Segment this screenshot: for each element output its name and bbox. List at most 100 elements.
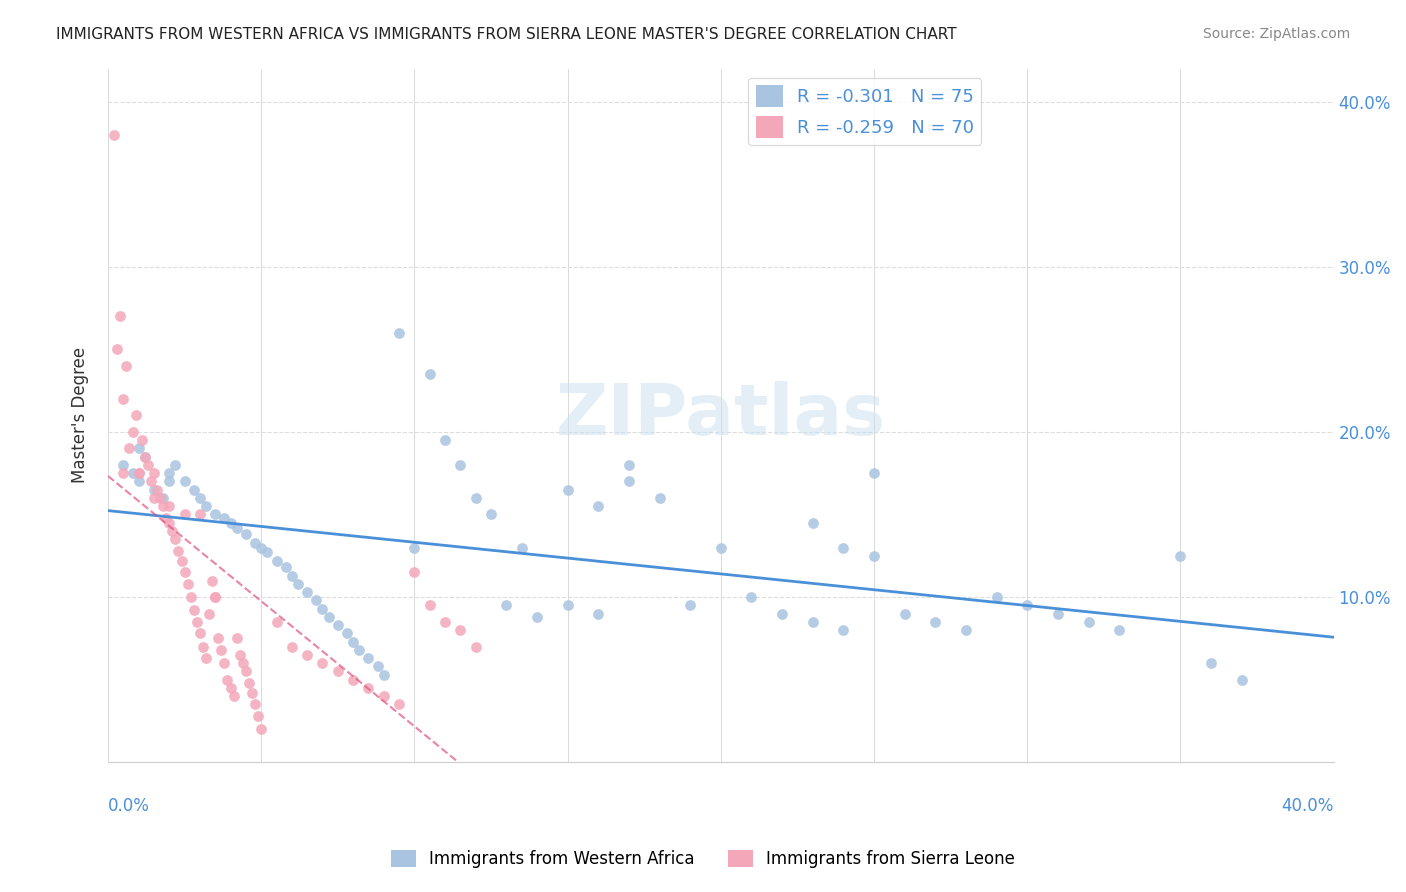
Point	[388, 698, 411, 712]
Point	[256, 545, 278, 559]
Point	[167, 543, 190, 558]
Point	[152, 500, 174, 514]
Point	[863, 549, 886, 563]
Point	[311, 656, 333, 670]
Point	[419, 599, 441, 613]
Point	[250, 541, 273, 555]
Point	[449, 623, 471, 637]
Point	[191, 640, 214, 654]
Point	[367, 659, 389, 673]
Point	[214, 510, 236, 524]
Point	[1046, 607, 1069, 621]
Point	[243, 698, 266, 712]
Point	[152, 491, 174, 505]
Text: 40.0%: 40.0%	[1281, 797, 1334, 815]
Point	[1170, 549, 1192, 563]
Point	[214, 656, 236, 670]
Point	[112, 458, 135, 472]
Point	[229, 648, 252, 662]
Point	[225, 521, 247, 535]
Point	[617, 458, 640, 472]
Point	[235, 527, 257, 541]
Point	[105, 343, 128, 357]
Point	[801, 615, 824, 629]
Point	[198, 607, 221, 621]
Point	[173, 508, 195, 522]
Point	[204, 590, 226, 604]
Point	[326, 665, 349, 679]
Point	[165, 458, 187, 472]
Point	[128, 466, 150, 480]
Point	[195, 651, 218, 665]
Point	[305, 593, 328, 607]
Point	[222, 689, 245, 703]
Point	[128, 475, 150, 489]
Point	[170, 554, 193, 568]
Point	[342, 673, 364, 687]
Point	[281, 568, 304, 582]
Point	[770, 607, 793, 621]
Point	[648, 491, 671, 505]
Point	[434, 615, 457, 629]
Point	[201, 574, 224, 588]
Point	[243, 535, 266, 549]
Point	[801, 516, 824, 530]
Point	[180, 590, 202, 604]
Point	[103, 128, 125, 142]
Point	[207, 632, 229, 646]
Point	[250, 722, 273, 736]
Point	[183, 603, 205, 617]
Point	[373, 689, 395, 703]
Point	[479, 508, 502, 522]
Point	[149, 491, 172, 505]
Point	[287, 577, 309, 591]
Point	[557, 483, 579, 497]
Point	[832, 541, 855, 555]
Point	[112, 466, 135, 480]
Point	[1108, 623, 1130, 637]
Point	[710, 541, 733, 555]
Point	[165, 533, 187, 547]
Point	[124, 409, 146, 423]
Point	[183, 483, 205, 497]
Point	[115, 359, 138, 373]
Point	[188, 491, 211, 505]
Point	[311, 601, 333, 615]
Point	[176, 577, 198, 591]
Point	[204, 590, 226, 604]
Point	[419, 367, 441, 381]
Legend: R = -0.301   N = 75, R = -0.259   N = 70: R = -0.301 N = 75, R = -0.259 N = 70	[748, 78, 981, 145]
Point	[240, 686, 263, 700]
Point	[863, 466, 886, 480]
Point	[336, 626, 359, 640]
Point	[955, 623, 977, 637]
Point	[1199, 656, 1222, 670]
Point	[157, 500, 180, 514]
Point	[266, 554, 288, 568]
Text: Source: ZipAtlas.com: Source: ZipAtlas.com	[1202, 27, 1350, 41]
Point	[586, 607, 609, 621]
Point	[247, 709, 270, 723]
Text: ZIPatlas: ZIPatlas	[555, 381, 886, 450]
Point	[1077, 615, 1099, 629]
Point	[832, 623, 855, 637]
Point	[1017, 599, 1039, 613]
Point	[388, 326, 411, 340]
Point	[118, 442, 141, 456]
Point	[142, 483, 165, 497]
Point	[617, 475, 640, 489]
Point	[209, 643, 232, 657]
Point	[155, 510, 177, 524]
Point	[128, 466, 150, 480]
Point	[526, 610, 548, 624]
Point	[195, 500, 218, 514]
Legend: Immigrants from Western Africa, Immigrants from Sierra Leone: Immigrants from Western Africa, Immigran…	[384, 843, 1022, 875]
Text: 0.0%: 0.0%	[108, 797, 150, 815]
Point	[404, 541, 426, 555]
Point	[495, 599, 517, 613]
Point	[318, 610, 340, 624]
Point	[586, 500, 609, 514]
Point	[217, 673, 239, 687]
Point	[110, 310, 132, 324]
Point	[266, 615, 288, 629]
